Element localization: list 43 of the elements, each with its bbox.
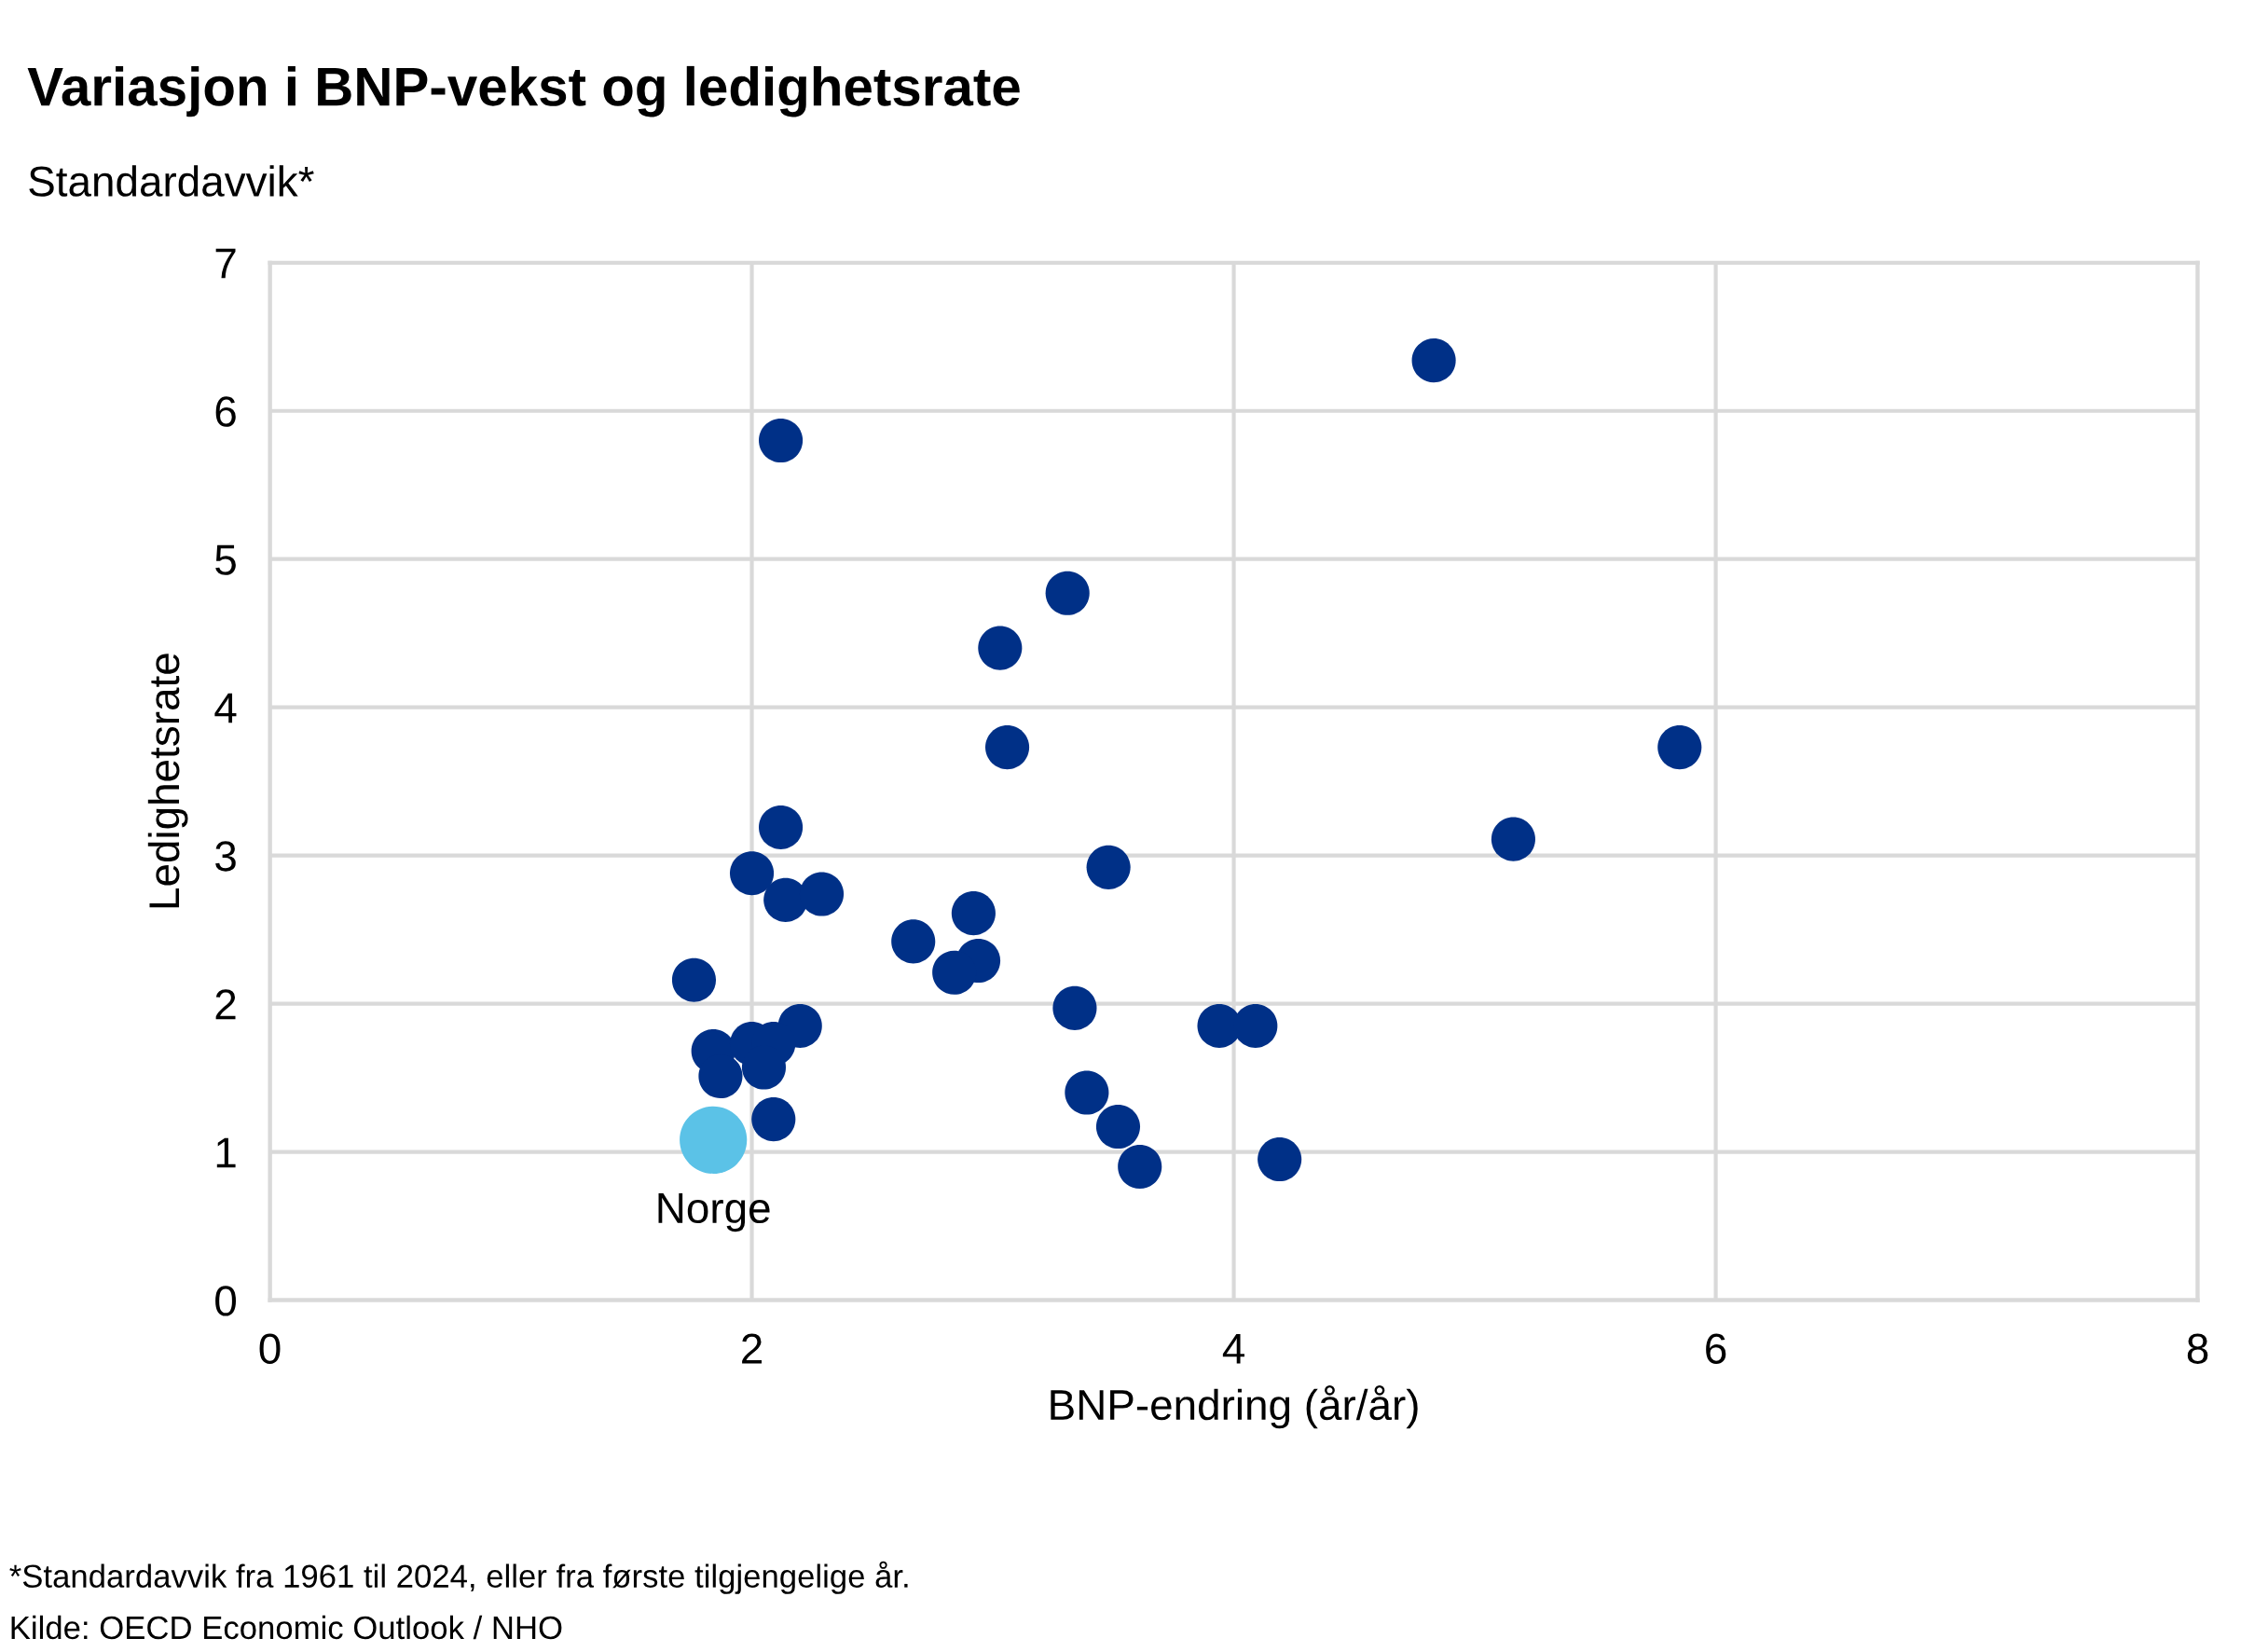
y-axis-title: Ledighetsrate: [147, 654, 188, 908]
text: *Standardavvik fra 1961 til 2024, eller fra første tilgjengelige år.: [9, 1561, 908, 1594]
point: [729, 851, 775, 896]
text: Kilde: OECD Economic Outlook / NHO: [11, 1615, 562, 1640]
x-tick-label: 0: [259, 1333, 281, 1364]
x-tick-label: 4: [1222, 1333, 1244, 1364]
x-tick-label: 2: [742, 1333, 762, 1364]
point: [759, 805, 804, 849]
point: [1045, 571, 1090, 615]
series-label: Norge: [658, 1193, 770, 1232]
y-tick-label: 0: [215, 1286, 237, 1316]
x-axis-title: BNP-endring (år/år): [1051, 1384, 1418, 1429]
y-tick-label: 7: [215, 248, 236, 279]
point: [751, 1097, 796, 1142]
point: [680, 1106, 748, 1174]
chart-subtitle: Standardavvik*: [29, 165, 314, 197]
y-tick-label: 1: [216, 1137, 236, 1168]
point: [1491, 817, 1535, 861]
x-tick-label: 8: [2187, 1333, 2208, 1364]
point: [1095, 1105, 1141, 1150]
y-tick-label: 4: [214, 693, 237, 723]
point: [1657, 725, 1702, 770]
chart-title: Variasjon i BNP-vekst og ledighetsrate: [27, 65, 1020, 117]
point: [978, 626, 1023, 670]
point: [891, 919, 936, 964]
point: [1411, 338, 1456, 383]
point: [1065, 1070, 1109, 1115]
point: [1118, 1144, 1162, 1190]
y-tick-label: 2: [215, 989, 236, 1020]
y-tick-label: 3: [215, 841, 236, 872]
point: [985, 725, 1030, 770]
point: [799, 872, 845, 916]
y-tick-label: 6: [215, 396, 236, 427]
point: [1086, 845, 1131, 889]
x-tick-label: 6: [1706, 1333, 1726, 1364]
y-tick-label: 5: [215, 544, 236, 575]
point: [951, 891, 996, 936]
point: [932, 950, 977, 995]
point: [1258, 1136, 1302, 1182]
point: [671, 957, 717, 1002]
point: [1052, 985, 1097, 1030]
point: [763, 877, 808, 922]
point: [759, 418, 804, 463]
